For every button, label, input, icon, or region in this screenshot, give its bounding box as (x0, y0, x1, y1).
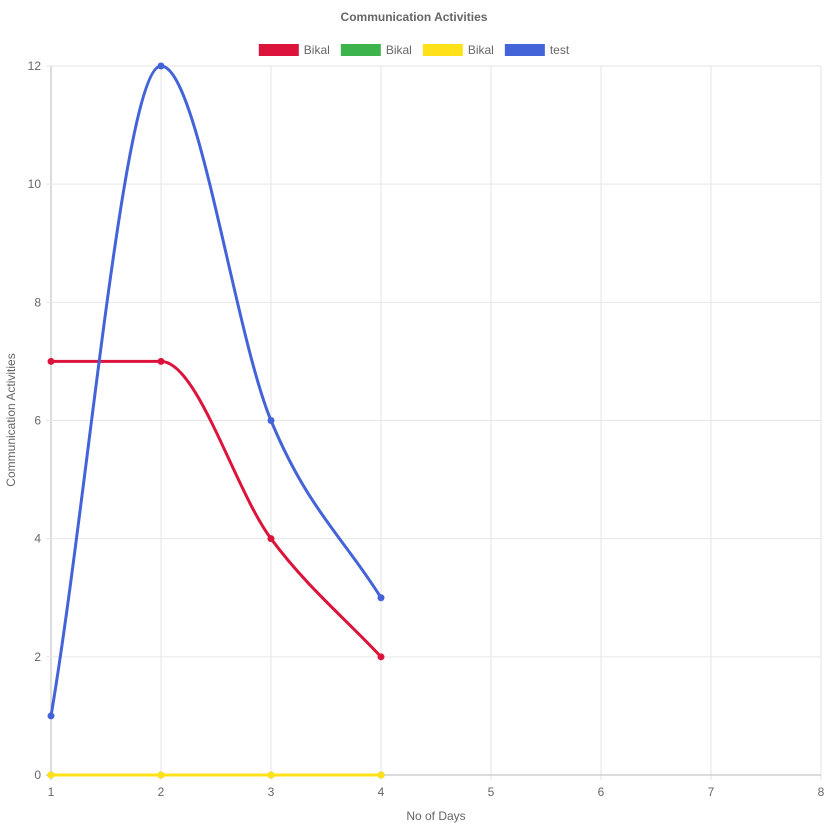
series-line (47, 62, 385, 720)
legend-swatch (258, 44, 299, 56)
series-lines (47, 62, 385, 779)
legend-swatch (504, 44, 545, 56)
series-path (49, 64, 383, 718)
data-point[interactable] (377, 653, 385, 661)
x-tick-label: 1 (48, 785, 55, 799)
legend[interactable]: Bikal Bikal Bikal test (258, 43, 570, 57)
x-axis-label: No of Days (406, 809, 465, 823)
y-tick-label: 4 (34, 532, 41, 546)
y-tick-label: 12 (28, 59, 42, 73)
legend-label: test (550, 43, 570, 57)
y-tick-label: 10 (28, 177, 42, 191)
x-tick-label: 7 (708, 785, 715, 799)
legend-label: Bikal (468, 43, 494, 57)
x-tick-label: 4 (378, 785, 385, 799)
y-tick-label: 0 (34, 768, 41, 782)
x-tick-label: 3 (268, 785, 275, 799)
legend-label: Bikal (386, 43, 412, 57)
y-tick-label: 6 (34, 414, 41, 428)
y-axis-label: Communication Activities (4, 353, 18, 486)
series-line (47, 771, 385, 779)
data-point[interactable] (267, 771, 275, 779)
series-path (49, 359, 383, 659)
data-point[interactable] (157, 357, 165, 365)
legend-swatch (340, 44, 381, 56)
legend-item[interactable]: Bikal (258, 43, 330, 57)
grid (46, 65, 822, 780)
chart-title: Communication Activities (341, 10, 488, 24)
y-tick-label: 8 (34, 295, 41, 309)
legend-item[interactable]: Bikal (422, 43, 494, 57)
data-point[interactable] (157, 771, 165, 779)
data-point[interactable] (47, 712, 55, 720)
x-tick-label: 5 (488, 785, 495, 799)
x-tick-label: 8 (818, 785, 825, 799)
legend-item[interactable]: Bikal (340, 43, 412, 57)
data-point[interactable] (377, 594, 385, 602)
data-point[interactable] (267, 535, 275, 543)
data-point[interactable] (267, 417, 275, 424)
data-point[interactable] (47, 357, 55, 365)
legend-label: Bikal (304, 43, 330, 57)
series-line (47, 357, 385, 661)
data-point[interactable] (47, 771, 55, 779)
x-tick-label: 2 (158, 785, 165, 799)
x-tick-label: 6 (598, 785, 605, 799)
legend-swatch (422, 44, 463, 56)
y-tick-label: 2 (34, 650, 41, 664)
legend-item[interactable]: test (504, 43, 570, 57)
data-point[interactable] (377, 771, 385, 779)
data-point[interactable] (157, 62, 165, 70)
